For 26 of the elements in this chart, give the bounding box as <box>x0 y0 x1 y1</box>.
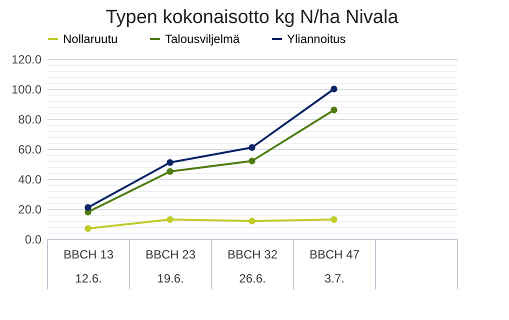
point <box>330 86 338 92</box>
y-tick-label: 0.0 <box>24 232 42 246</box>
point <box>84 225 92 232</box>
x-tick-label: BBCH 23 19.6. <box>145 248 196 286</box>
legend-label: Yliannoitus <box>287 32 346 46</box>
legend-label: Talousviljelmä <box>165 32 240 46</box>
point <box>166 159 174 166</box>
y-tick-label: 80.0 <box>18 112 42 126</box>
point <box>248 218 256 224</box>
y-tick-label: 100.0 <box>11 82 42 96</box>
chart-title: Typen kokonaisotto kg N/ha Nivala <box>106 7 399 28</box>
y-tick-label: 120.0 <box>11 52 42 66</box>
x-tick-label: BBCH 32 26.6. <box>227 248 278 286</box>
point <box>248 158 256 164</box>
point <box>84 204 92 211</box>
point <box>166 216 174 223</box>
x-tick-label: BBCH 47 3.7. <box>309 248 360 286</box>
y-tick-label: 60.0 <box>18 142 42 156</box>
y-tick-label: 20.0 <box>18 202 42 216</box>
y-tick-label: 40.0 <box>18 172 42 186</box>
legend-label: Nollaruutu <box>63 32 118 46</box>
point <box>166 168 174 175</box>
point <box>330 106 338 114</box>
point <box>330 216 338 223</box>
point <box>248 144 256 151</box>
x-tick-label: BBCH 13 12.6. <box>63 248 114 286</box>
